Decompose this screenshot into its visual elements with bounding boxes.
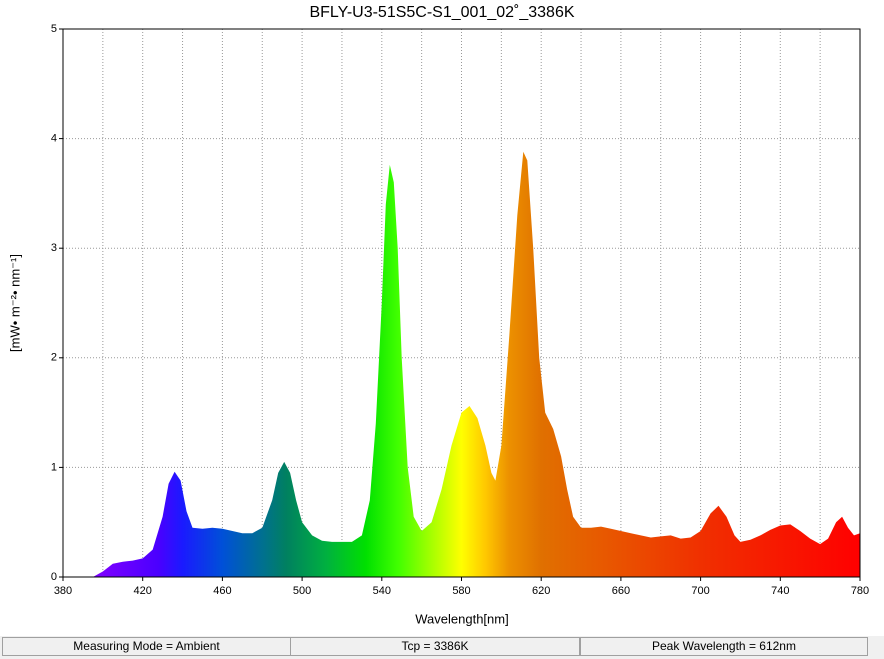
y-tick-label: 0: [51, 571, 57, 583]
x-tick-label: 380: [54, 585, 72, 597]
x-tick-label: 660: [612, 585, 630, 597]
x-axis-label: Wavelength[nm]: [415, 611, 508, 626]
status-cell: Peak Wavelength = 612nm: [580, 637, 868, 656]
x-tick-label: 740: [771, 585, 789, 597]
y-tick-label: 1: [51, 461, 57, 473]
y-tick-label: 2: [51, 352, 57, 364]
x-tick-label: 420: [134, 585, 152, 597]
chart-title: BFLY-U3-51S5C-S1_001_02˚_3386K: [309, 4, 574, 21]
status-cell: Tcp = 3386K: [290, 637, 580, 656]
x-tick-label: 540: [373, 585, 391, 597]
spectrum-area: [92, 151, 860, 578]
chart: BFLY-U3-51S5C-S1_001_02˚_3386K Wavelengt…: [7, 4, 869, 626]
y-tick-label: 4: [51, 133, 57, 145]
y-tick-label: 5: [51, 23, 57, 35]
x-tick-label: 620: [532, 585, 550, 597]
plot-frame: [62, 28, 861, 578]
y-tick-label: 3: [51, 242, 57, 254]
y-axis-label: [mW• m⁻²• nm⁻¹]: [7, 254, 22, 352]
status-bar: Measuring Mode = Ambient Tcp = 3386K Peak …: [0, 636, 884, 659]
x-tick-label: 500: [293, 585, 311, 597]
x-tick-label: 780: [851, 585, 869, 597]
x-tick-label: 460: [213, 585, 231, 597]
status-cell: Measuring Mode = Ambient: [2, 637, 291, 656]
x-tick-label: 700: [691, 585, 709, 597]
x-tick-label: 580: [452, 585, 470, 597]
